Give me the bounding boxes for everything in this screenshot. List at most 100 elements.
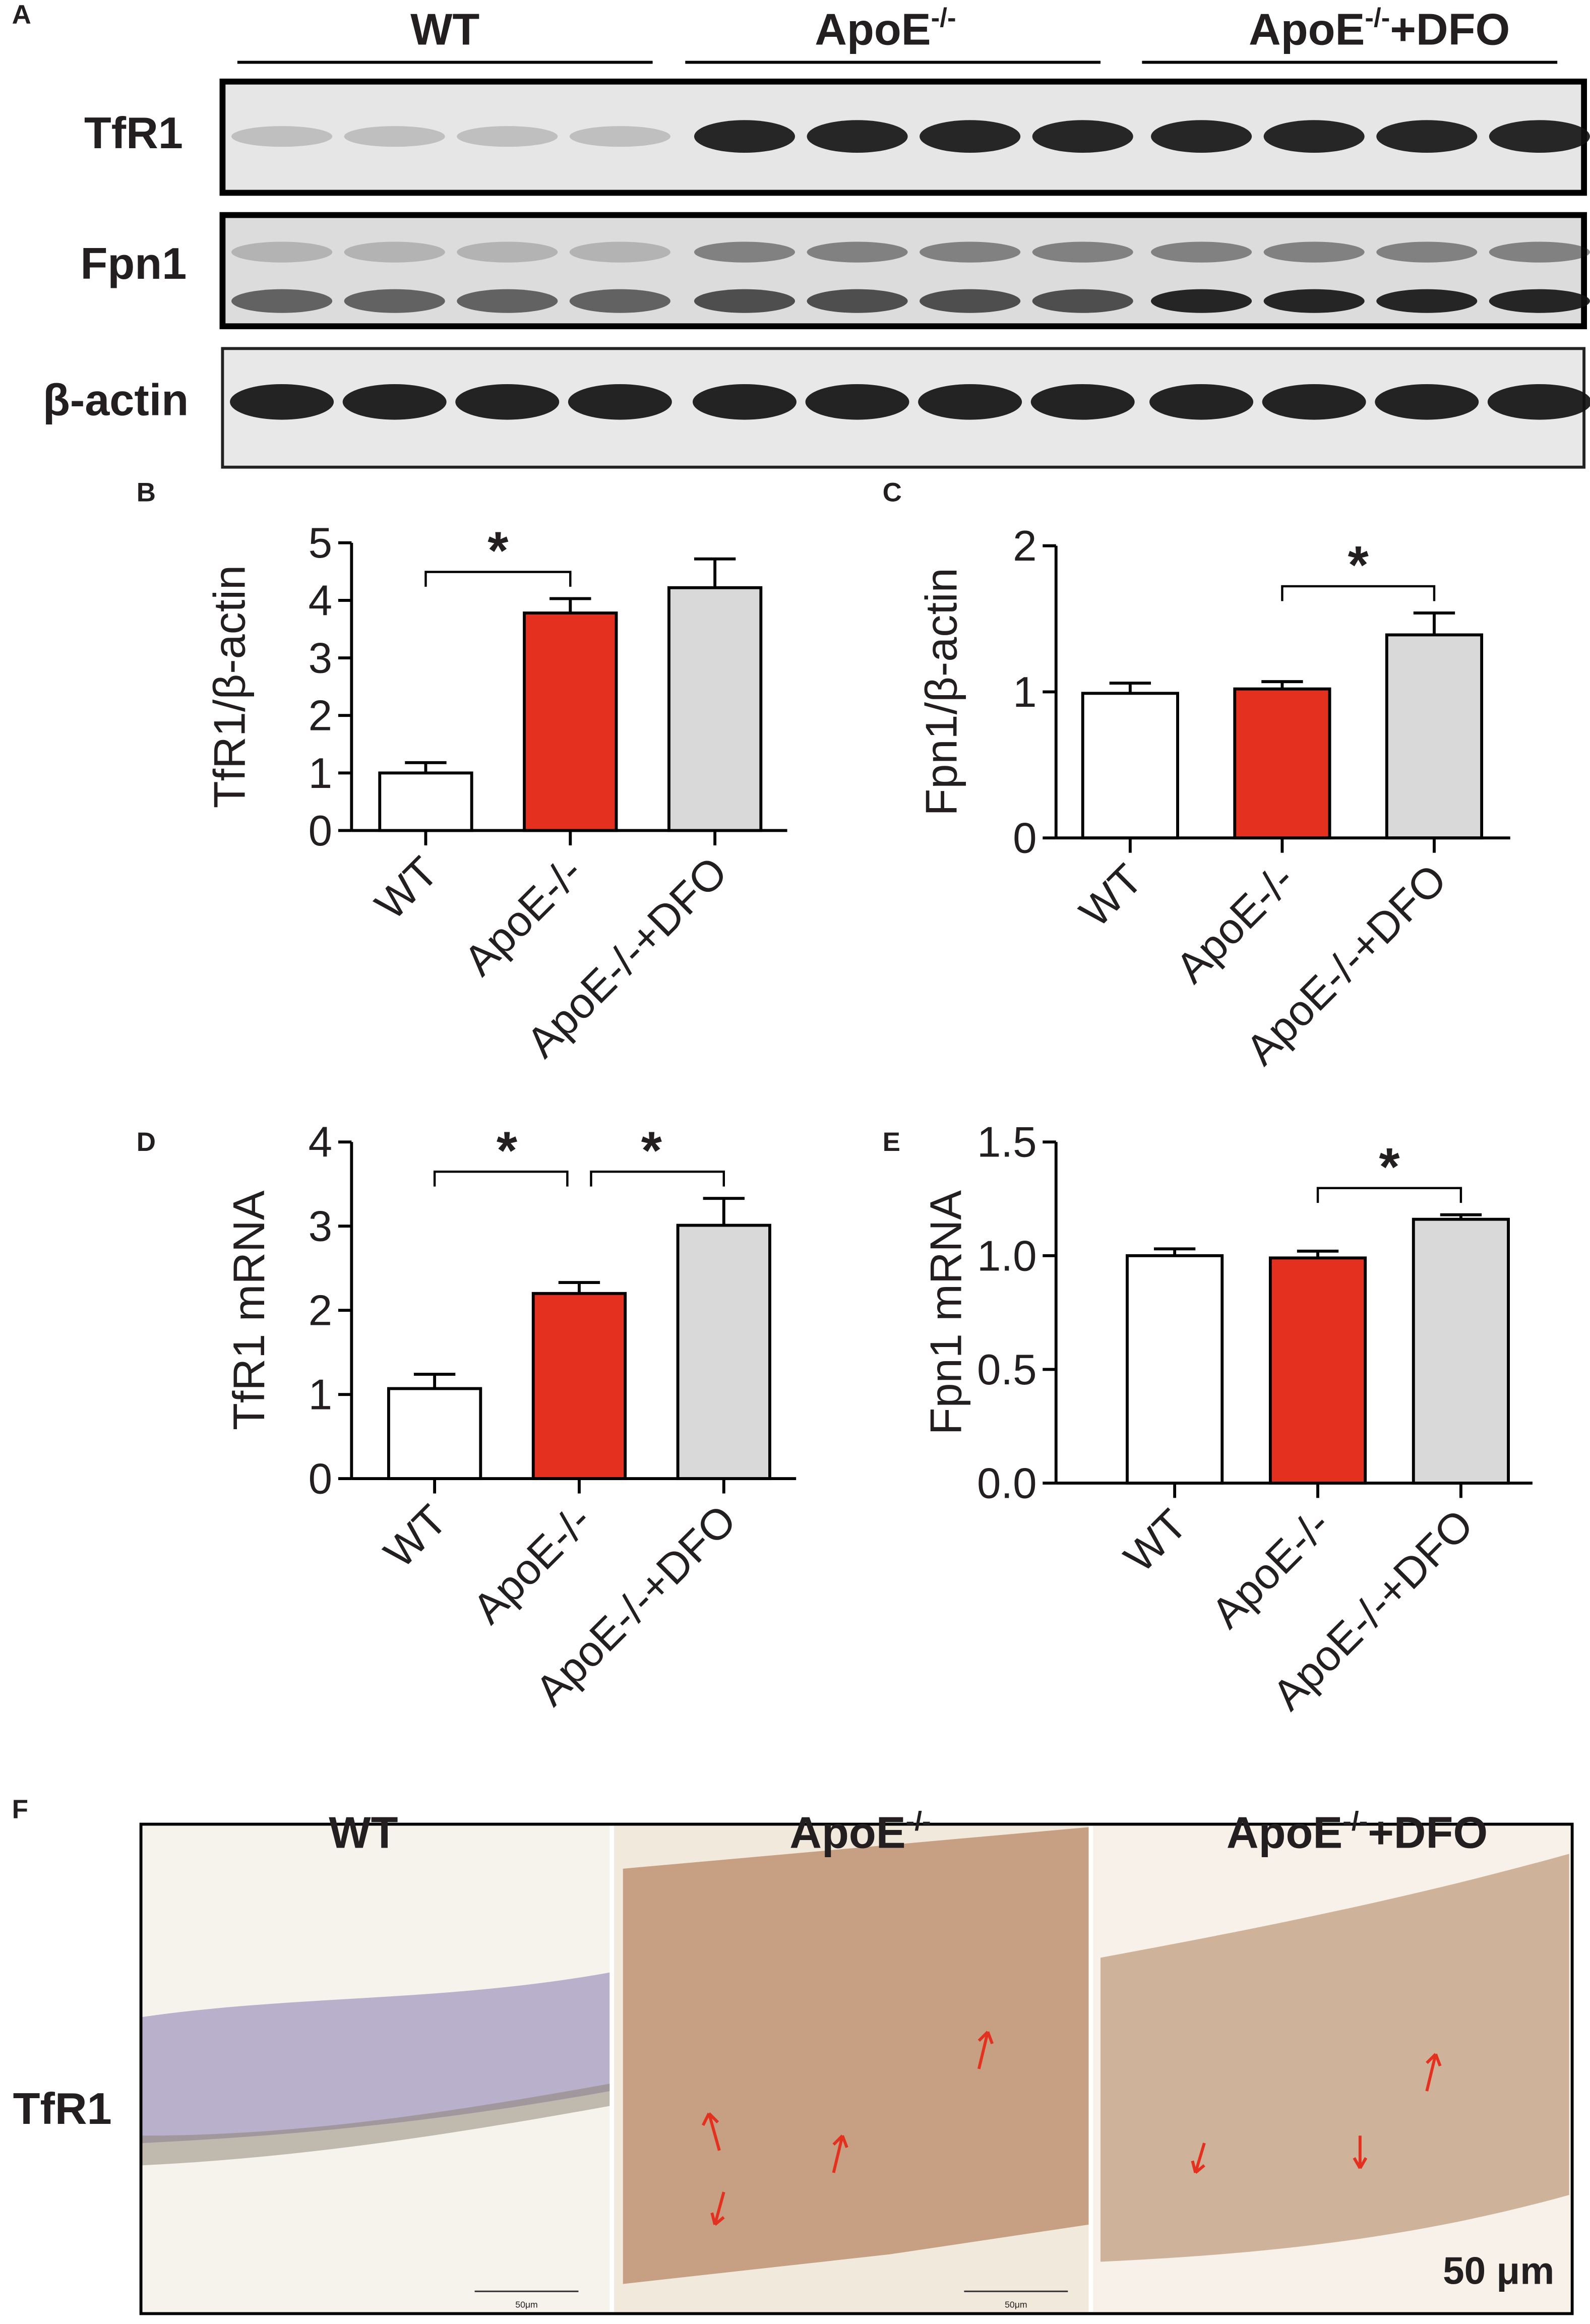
band [920,241,1021,263]
band [1263,241,1365,263]
x-tick-label: ApoE-/- [1167,855,1304,993]
band [568,384,672,420]
group-label: WT [410,4,479,54]
band [344,241,445,263]
band [569,126,670,147]
tissue [623,1827,1089,2284]
group-label: ApoE-/- [789,1806,931,1857]
group-label: ApoE-/-+DFO [1227,1806,1488,1857]
band [920,120,1021,153]
band [455,384,560,420]
band [1030,384,1135,420]
band [1151,120,1252,153]
label-sup: -/- [906,1806,931,1836]
significance-bracket [590,1170,725,1187]
x-tick-label: WT [1071,855,1152,937]
y-tick-label: 5 [309,519,332,567]
bar [531,1292,627,1481]
label-sup: -/- [1342,1806,1368,1836]
band [1376,241,1478,263]
band [569,289,670,313]
bar [523,611,618,832]
y-tick-label: 1 [309,750,332,798]
y-tick-label: 1 [1013,668,1036,716]
band [1263,120,1365,153]
y-tick-label: 1.0 [977,1232,1037,1280]
band [342,384,447,420]
x-tick-label: ApoE-/- [455,848,592,985]
adventitia [142,2084,610,2166]
band [344,289,445,313]
y-axis-label: TfR1/β-actin [205,565,255,808]
y-tick-label: 1 [309,1371,332,1419]
blot-row-label: TfR1 [84,108,183,158]
y-tick-label: 0 [309,807,332,855]
panel-label: B [137,477,156,507]
label-base: WT [329,1808,398,1858]
band [1376,120,1478,153]
band [1262,384,1366,420]
y-axis-label: TfR1 mRNA [224,1190,274,1430]
significance-bracket [433,1170,569,1187]
label-suffix: +DFO [1368,1808,1488,1858]
band [457,241,558,263]
significance-bracket [1316,1187,1462,1203]
label-base: ApoE [1249,4,1365,54]
x-tick-label: WT [366,848,447,929]
label-base: WT [410,4,479,54]
bar [676,1224,771,1481]
band [1149,384,1254,420]
significance-label: * [641,1121,662,1180]
blot-bands [230,120,1590,420]
bar [1412,1217,1510,1485]
significance-label: * [1379,1137,1400,1197]
row-label: TfR1 [13,2084,112,2133]
y-tick-label: 0.0 [977,1459,1037,1507]
scale-bar-label: 50 μm [1443,2250,1554,2293]
y-tick-label: 3 [309,1203,332,1251]
band [1151,289,1252,313]
blot-row-label: Fpn1 [80,238,187,288]
significance-bracket [1281,585,1436,601]
arrows [701,2031,1442,2226]
label-sup: -/- [1365,3,1390,33]
y-tick-label: 2 [309,1287,332,1335]
tissue [1100,1854,1569,2262]
x-tick-label: WT [1115,1500,1196,1581]
y-tick-label: 0 [309,1455,332,1503]
panel-label: F [12,1795,28,1824]
y-tick-label: 0 [1013,815,1036,863]
y-tick-label: 4 [309,1119,332,1167]
y-tick-label: 2 [1013,522,1036,570]
band [807,289,908,313]
band [694,241,795,263]
x-tick-label: ApoE-/- [1202,1500,1339,1637]
significance-label: * [1348,535,1369,595]
y-tick-label: 0.5 [977,1346,1037,1394]
label-base: ApoE [815,4,931,54]
bar [1233,687,1331,840]
label-base: ApoE [1227,1808,1342,1858]
micro-scale-label: 50μm [515,2300,537,2310]
band [1487,384,1590,420]
band [693,384,797,420]
band [344,126,445,147]
band [231,289,333,313]
band [1263,289,1365,313]
bar [667,586,763,832]
band [231,126,333,147]
significance-label: * [487,521,509,581]
x-tick-label: ApoE-/- [464,1496,601,1633]
band [694,120,795,153]
x-tick-label: WT [375,1496,456,1577]
group-label: ApoE-/-+DFO [1249,3,1510,54]
vessel-wall [142,1972,610,2144]
y-axis-label: Fpn1 mRNA [921,1190,970,1435]
panel-label: C [883,477,902,507]
significance-bracket [424,571,572,587]
y-tick-label: 2 [309,692,332,740]
panel-label: A [12,0,31,30]
band [457,126,558,147]
